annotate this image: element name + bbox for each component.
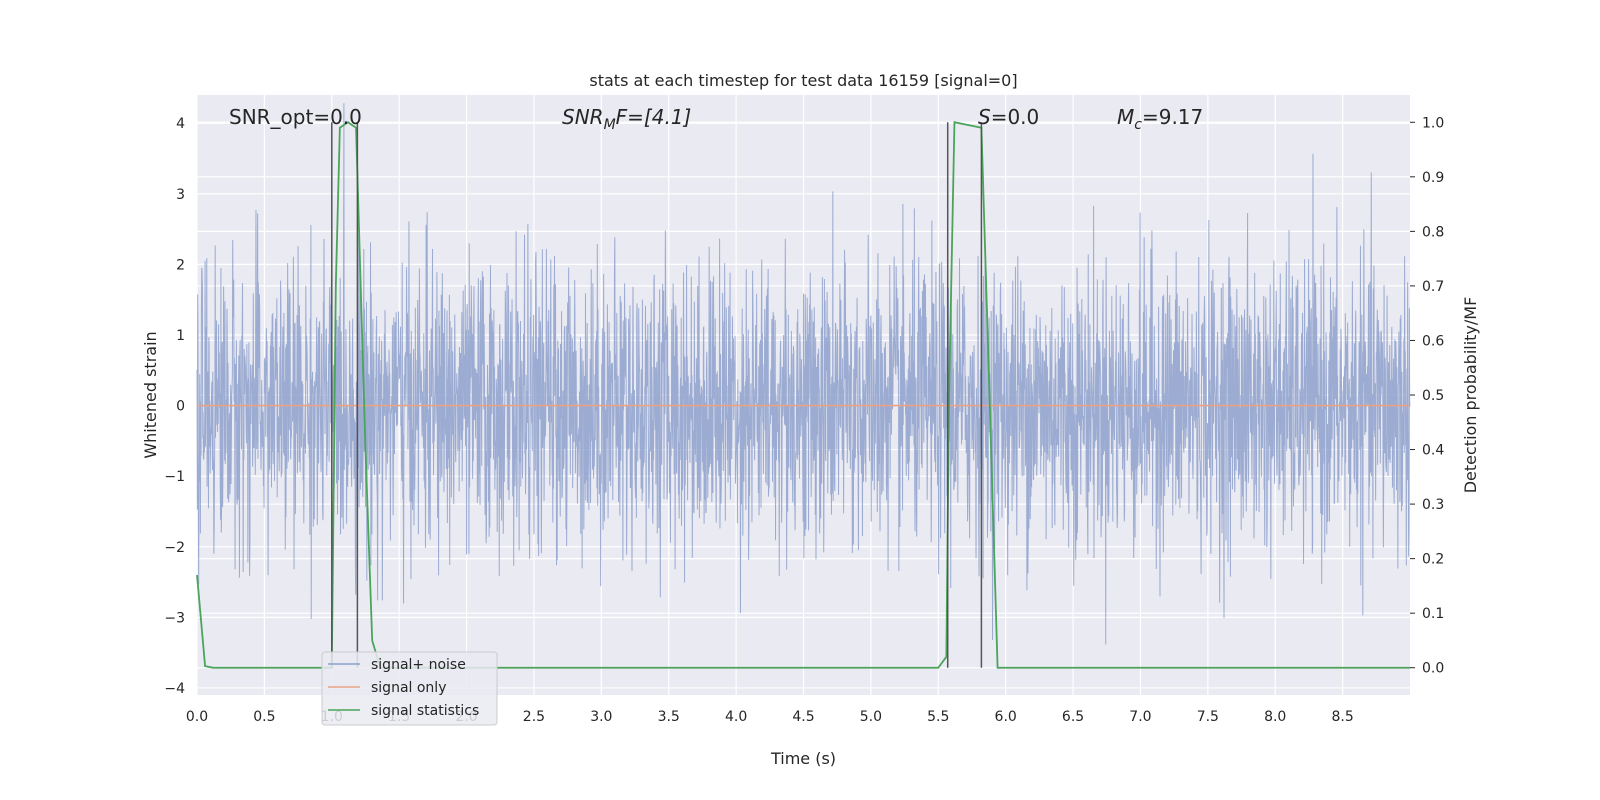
x-tick-label: 7.5 <box>1197 709 1219 725</box>
y-right-axis-ticks: 1.0 0.9 0.8 0.7 0.6 0.5 0.4 0.3 0.2 0.1 0.0 <box>1410 115 1444 677</box>
x-tick-label: 8.5 <box>1331 709 1353 725</box>
series-line-signal-noise <box>196 103 1411 645</box>
y-right-tick-label: 0.5 <box>1422 388 1444 404</box>
y-right-tick-label: 0.7 <box>1422 279 1444 295</box>
y-right-tick-label: 0.6 <box>1422 333 1444 349</box>
y-right-tick-label: 0.9 <box>1422 170 1444 186</box>
y-right-tick-label: 0.2 <box>1422 552 1444 568</box>
series-signal-noise <box>196 103 1411 645</box>
x-tick-label: 2.5 <box>523 709 545 725</box>
annotation-snr-mf-rest: F=[4.1] <box>616 105 692 129</box>
x-tick-label: 5.0 <box>860 709 882 725</box>
chart-title: stats at each timestep for test data 161… <box>589 71 1017 90</box>
legend-box <box>321 651 498 726</box>
legend-label-signal-only: signal only <box>371 680 446 696</box>
x-axis-label: Time (s) <box>770 749 836 768</box>
x-tick-label: 0.5 <box>253 709 275 725</box>
annotation-snr-opt: SNR_opt=0.0 <box>229 105 362 129</box>
legend-label-signal-statistics: signal statistics <box>371 703 479 719</box>
y-left-tick-label: 0 <box>176 399 185 415</box>
y-left-tick-label: −1 <box>164 469 185 485</box>
x-tick-label: 3.5 <box>658 709 680 725</box>
y-right-tick-label: 0.3 <box>1422 497 1444 513</box>
y-left-tick-label: −2 <box>164 540 185 556</box>
annotation-mc-rest: =9.17 <box>1142 105 1203 129</box>
y-left-tick-label: 4 <box>176 116 185 132</box>
y-right-tick-label: 0.8 <box>1422 224 1444 240</box>
x-tick-label: 0.0 <box>186 709 208 725</box>
x-tick-label: 3.0 <box>590 709 612 725</box>
y-right-tick-label: 0.0 <box>1422 661 1444 677</box>
x-tick-label: 6.5 <box>1062 709 1084 725</box>
y-left-tick-label: −3 <box>164 610 185 626</box>
y-right-tick-label: 1.0 <box>1422 115 1444 131</box>
x-tick-label: 6.0 <box>995 709 1017 725</box>
y-left-axis-ticks: 4 3 2 1 0 −1 −2 −3 −4 <box>164 116 185 697</box>
vertical-markers <box>331 122 983 668</box>
x-tick-label: 5.5 <box>927 709 949 725</box>
annotation-mc-main: M <box>1117 105 1134 129</box>
y-right-tick-label: 0.1 <box>1422 606 1444 622</box>
y-left-tick-label: −4 <box>164 681 185 697</box>
y-left-tick-label: 1 <box>176 328 185 344</box>
x-tick-label: 8.0 <box>1264 709 1286 725</box>
annotations: SNR_opt=0.0 SNRMF=[4.1] S=0.0 Mc=9.17 <box>229 105 1203 133</box>
annotation-mc: Mc=9.17 <box>1117 105 1203 133</box>
y-right-tick-label: 0.4 <box>1422 443 1444 459</box>
annotation-snr-mf: SNRMF=[4.1] <box>562 105 691 133</box>
x-tick-label: 4.5 <box>792 709 814 725</box>
annotation-s: S=0.0 <box>978 105 1039 129</box>
y-left-tick-label: 3 <box>176 187 185 203</box>
annotation-s-main: S <box>978 105 991 129</box>
annotation-snr-mf-sub: M <box>604 117 616 133</box>
y-left-tick-label: 2 <box>176 257 185 273</box>
legend: signal+ noise signal only signal statist… <box>321 651 498 726</box>
y-right-axis-label: Detection probability/MF <box>1461 297 1480 494</box>
y-left-axis-label: Whitened strain <box>141 331 160 458</box>
x-tick-label: 7.0 <box>1129 709 1151 725</box>
legend-label-signal-noise: signal+ noise <box>371 657 466 673</box>
annotation-mc-sub: c <box>1134 117 1142 133</box>
x-tick-label: 4.0 <box>725 709 747 725</box>
annotation-s-rest: =0.0 <box>991 105 1040 129</box>
annotation-snr-mf-main: SNR <box>562 105 604 129</box>
